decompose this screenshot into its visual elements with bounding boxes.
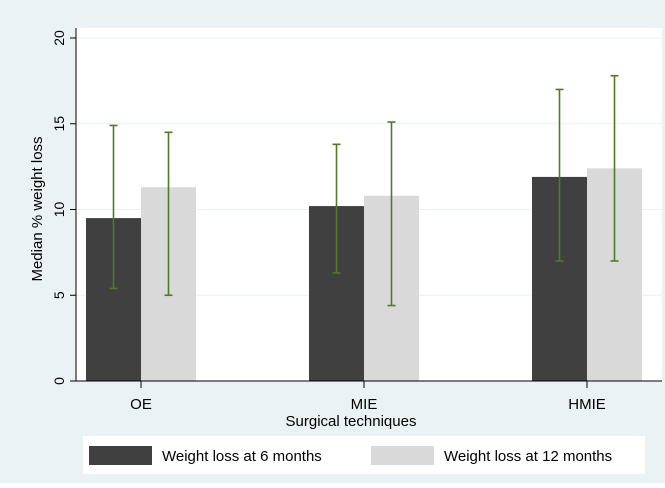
x-tick-label: OE [130, 396, 152, 413]
y-tick-label: 20 [51, 30, 67, 46]
y-axis-ticks: 0 5 10 15 20 [51, 30, 76, 385]
y-tick-label: 5 [51, 291, 67, 299]
legend: Weight loss at 6 months Weight loss at 12… [89, 446, 612, 465]
x-tick-label: HMIE [568, 396, 606, 413]
x-axis-ticks: OE MIE HMIE [130, 381, 606, 413]
y-tick-label: 15 [51, 116, 67, 132]
y-tick-label: 10 [51, 202, 67, 218]
legend-label: Weight loss at 6 months [162, 448, 322, 465]
y-axis-label: Median % weight loss [29, 136, 46, 281]
error-bars [109, 74, 619, 307]
legend-label: Weight loss at 12 months [444, 448, 612, 465]
x-tick-label: MIE [351, 396, 378, 413]
y-tick-label: 0 [51, 377, 67, 385]
legend-swatch [371, 446, 434, 465]
bars [86, 168, 642, 381]
legend-swatch [89, 446, 152, 465]
x-axis-label: Surgical techniques [286, 413, 417, 430]
legend-box [83, 436, 645, 474]
